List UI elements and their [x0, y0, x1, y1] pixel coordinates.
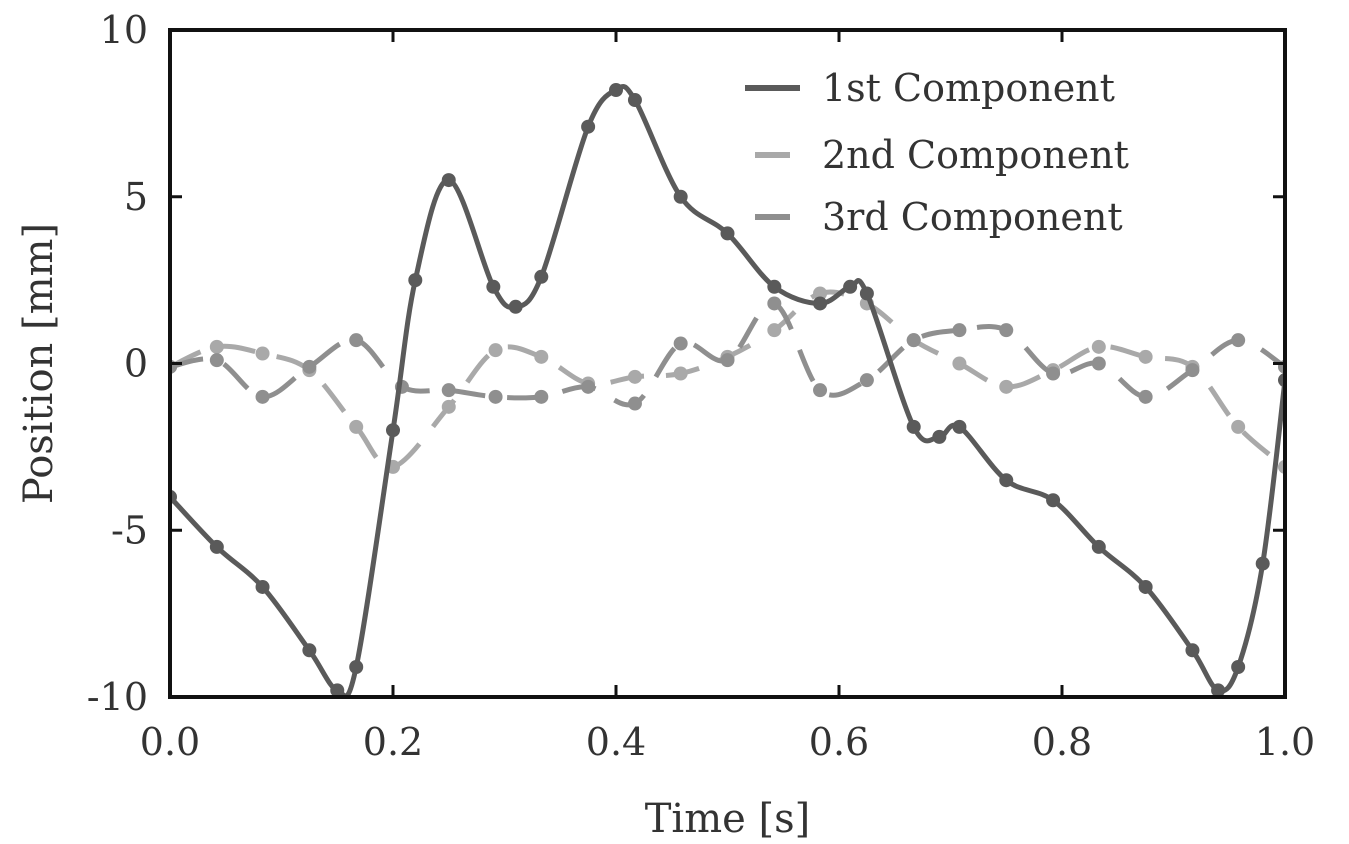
- series-3-point: [952, 323, 967, 338]
- plot-area: [170, 83, 1285, 697]
- series-1-point: [349, 659, 364, 674]
- series-1-point: [609, 83, 623, 98]
- series-3-point: [534, 389, 549, 404]
- series-3-point: [906, 333, 921, 348]
- series-1-point: [255, 579, 270, 594]
- series-2-point: [209, 339, 224, 354]
- x-tick-label: 0.6: [809, 720, 869, 764]
- series-2-point: [534, 349, 549, 364]
- series-2-point: [488, 343, 503, 358]
- series-1-point: [720, 226, 735, 241]
- series-3-point: [813, 383, 828, 398]
- series-3-point: [999, 323, 1014, 338]
- series-3-point: [1046, 366, 1061, 381]
- series-3-point: [767, 296, 782, 311]
- series-1-point: [906, 419, 921, 434]
- series-2-point: [627, 369, 642, 384]
- series-1-point: [1046, 493, 1061, 508]
- series-1-point: [386, 423, 400, 438]
- series-1-point: [302, 643, 317, 658]
- series-1-point: [932, 429, 947, 444]
- series-2-point: [673, 366, 688, 381]
- series-1-point: [767, 279, 782, 294]
- series-3-point: [209, 353, 224, 368]
- series-1: [170, 83, 1285, 697]
- x-tick-label: 0.2: [363, 720, 423, 764]
- series-2-point: [349, 419, 364, 434]
- series-2-point: [1231, 419, 1246, 434]
- axes: 0.0 0.2 0.4 0.6 0.8 1.0 -10 -5 0 5 10: [87, 8, 1315, 764]
- y-tick-label: -10: [87, 675, 148, 719]
- series-2-point: [255, 346, 270, 361]
- x-axis-label: Time [s]: [645, 796, 811, 842]
- series-3-point: [627, 396, 642, 411]
- series-1-point: [952, 419, 967, 434]
- series-1-point: [534, 269, 549, 284]
- legend-label-3: 3rd Component: [822, 195, 1123, 239]
- series-2-line: [170, 289, 1285, 470]
- x-tick-label: 0.4: [586, 720, 646, 764]
- legend-label-1: 1st Component: [822, 66, 1115, 110]
- series-3-point: [1231, 333, 1246, 348]
- y-tick-label: 0: [124, 342, 148, 386]
- series-2-point: [999, 379, 1014, 394]
- y-axis-label: Position [mm]: [16, 223, 62, 504]
- series-1-point: [1185, 643, 1200, 658]
- series-1-point: [673, 189, 688, 204]
- series-1-point: [627, 93, 642, 108]
- series-1-point: [581, 119, 596, 134]
- series-1-point: [209, 539, 224, 554]
- series-3-point: [255, 389, 270, 404]
- series-1-point: [1211, 683, 1226, 697]
- series-2-point: [952, 356, 967, 371]
- series-1-point: [441, 173, 456, 188]
- series-1-point: [859, 286, 874, 301]
- series-1-point: [843, 279, 858, 294]
- series-3-point: [488, 389, 503, 404]
- series-3-point: [859, 373, 874, 388]
- y-tick-label: 5: [124, 175, 148, 219]
- series-1-point: [1255, 556, 1270, 571]
- series-1-point: [508, 299, 523, 314]
- series-3-point: [441, 383, 456, 398]
- x-tick-label: 1.0: [1255, 720, 1315, 764]
- series-1-point: [330, 683, 345, 697]
- series-2-point: [1091, 339, 1106, 354]
- series-3-point: [1138, 389, 1153, 404]
- series-3-point: [673, 336, 688, 351]
- series-3: [170, 296, 1285, 411]
- series-1-point: [408, 273, 423, 288]
- series-2-point: [813, 286, 828, 301]
- series-1-point: [1231, 659, 1246, 674]
- series-3-point: [720, 353, 735, 368]
- series-2-point: [1138, 349, 1153, 364]
- series-3-point: [1185, 363, 1200, 378]
- series-3-point: [349, 333, 364, 348]
- x-tick-label: 0.8: [1032, 720, 1092, 764]
- legend: 1st Component 2nd Component 3rd Component: [745, 66, 1129, 239]
- series-1-point: [999, 473, 1014, 488]
- series-1-point: [813, 296, 828, 311]
- series-3-point: [1091, 356, 1106, 371]
- series-2-point: [441, 399, 456, 414]
- legend-label-2: 2nd Component: [822, 133, 1129, 177]
- series-1-line: [170, 84, 1285, 697]
- y-tick-label: -5: [111, 508, 148, 552]
- series-1-point: [1091, 539, 1106, 554]
- series-2-point: [767, 323, 782, 338]
- series-1-point: [1138, 579, 1153, 594]
- series-3-point: [581, 379, 596, 394]
- y-tick-label: 10: [100, 8, 148, 52]
- series-3-point: [302, 359, 317, 374]
- series-1-point: [486, 279, 501, 294]
- x-tick-label: 0.0: [140, 720, 200, 764]
